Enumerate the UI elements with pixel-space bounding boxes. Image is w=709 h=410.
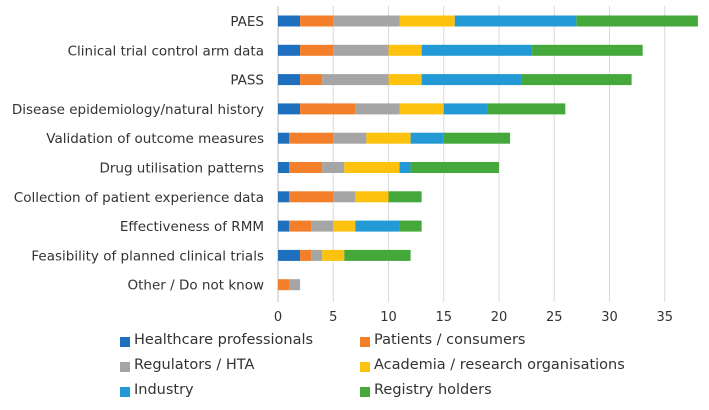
category-label: Effectiveness of RMM: [120, 219, 264, 235]
bar-segment-patients-consumers: [300, 74, 323, 86]
category-label: Feasibility of planned clinical trials: [31, 248, 264, 264]
bar-segment-regulators-hta: [311, 220, 334, 232]
bar-segment-registry-holders: [521, 74, 632, 86]
category-label: Validation of outcome measures: [46, 131, 264, 147]
legend-label: Regulators / HTA: [134, 357, 255, 373]
bar-segment-academia-research-organisations: [322, 249, 345, 261]
bar-segment-industry: [421, 44, 533, 56]
bar-segment-regulators-hta: [322, 162, 345, 173]
x-tick-label: 30: [601, 310, 618, 325]
legend-swatch: [360, 387, 370, 397]
category-label: Collection of patient experience data: [14, 190, 264, 206]
category-label: Clinical trial control arm data: [68, 43, 264, 59]
category-label: Disease epidemiology/natural history: [12, 102, 264, 118]
bar-segment-patients-consumers: [300, 44, 334, 56]
bar-segment-patients-consumers: [300, 103, 356, 115]
x-tick-label: 20: [491, 310, 508, 325]
bar-segment-regulators-hta: [311, 249, 323, 261]
bar-segment-industry: [399, 162, 411, 173]
legend-label: Registry holders: [374, 382, 492, 398]
bar-segment-academia-research-organisations: [399, 103, 444, 115]
legend-swatch: [120, 362, 130, 372]
x-tick-labels: 0 5 10 15 20 25 30 35: [274, 310, 673, 325]
bar-segment-registry-holders: [576, 15, 698, 27]
x-tick-label: 10: [380, 310, 397, 325]
bar-segment-healthcare-professionals: [278, 15, 301, 27]
bar-segment-registry-holders: [487, 103, 566, 115]
x-tick-label: 0: [274, 310, 282, 325]
x-tick-label: 35: [656, 310, 673, 325]
bar-segment-registry-holders: [410, 162, 499, 173]
bar-segment-industry: [454, 15, 577, 27]
category-labels: PAES Clinical trial control arm data PASS D…: [12, 14, 264, 294]
bar-segment-academia-research-organisations: [333, 220, 356, 232]
bar-segment-healthcare-professionals: [278, 162, 290, 173]
category-label: Other / Do not know: [128, 278, 264, 294]
bar-segment-healthcare-professionals: [278, 220, 290, 232]
x-tick-label: 5: [329, 310, 337, 325]
bar-segment-regulators-hta: [355, 103, 400, 115]
legend-label: Patients / consumers: [374, 332, 526, 348]
bar-segment-industry: [443, 103, 488, 115]
bar-segment-academia-research-organisations: [388, 74, 422, 86]
legend-swatch: [120, 337, 130, 347]
legend-swatch: [120, 387, 130, 397]
bar-segment-patients-consumers: [278, 279, 290, 291]
bar-segment-healthcare-professionals: [278, 74, 301, 86]
bar-segment-academia-research-organisations: [366, 132, 411, 144]
category-label: PAES: [230, 14, 264, 30]
legend-label: Healthcare professionals: [134, 332, 314, 348]
category-label: PASS: [230, 73, 264, 89]
bar-segment-patients-consumers: [289, 220, 312, 232]
bar-segment-healthcare-professionals: [278, 191, 290, 203]
bar-segment-industry: [421, 74, 522, 86]
bar-segment-healthcare-professionals: [278, 249, 301, 261]
bar-segment-registry-holders: [388, 191, 422, 203]
bar-segment-regulators-hta: [333, 15, 400, 27]
bar-segment-healthcare-professionals: [278, 103, 301, 115]
bar-segment-industry: [355, 220, 400, 232]
legend-swatch: [360, 362, 370, 372]
bar-segment-patients-consumers: [300, 249, 312, 261]
bar-segment-academia-research-organisations: [355, 191, 389, 203]
bar-segment-registry-holders: [344, 249, 411, 261]
category-label: Drug utilisation patterns: [99, 161, 264, 177]
bar-segment-academia-research-organisations: [344, 162, 400, 173]
bar-segment-regulators-hta: [333, 44, 389, 56]
bar-segment-registry-holders: [399, 220, 422, 232]
bar-segment-regulators-hta: [289, 279, 301, 291]
x-tick-label: 25: [546, 310, 563, 325]
bar-segment-registry-holders: [443, 132, 511, 144]
bar-segment-patients-consumers: [289, 132, 334, 144]
bar-segment-patients-consumers: [300, 15, 334, 27]
bar-segment-healthcare-professionals: [278, 132, 290, 144]
bar-segment-regulators-hta: [333, 132, 367, 144]
bar-segment-academia-research-organisations: [388, 44, 422, 56]
stacked-bar-chart: PAES Clinical trial control arm data PASS D…: [12, 6, 698, 325]
legend-label: Academia / research organisations: [374, 357, 625, 373]
bar-segment-healthcare-professionals: [278, 44, 301, 56]
bar-segment-registry-holders: [532, 44, 643, 56]
bar-segment-regulators-hta: [333, 191, 356, 203]
bar-segment-patients-consumers: [289, 162, 323, 173]
bars: [278, 15, 698, 291]
bar-segment-regulators-hta: [322, 74, 389, 86]
bar-segment-industry: [410, 132, 444, 144]
legend-swatch: [360, 337, 370, 347]
legend-label: Industry: [134, 382, 194, 398]
bar-segment-patients-consumers: [289, 191, 334, 203]
bar-segment-academia-research-organisations: [399, 15, 455, 27]
x-tick-label: 15: [435, 310, 452, 325]
